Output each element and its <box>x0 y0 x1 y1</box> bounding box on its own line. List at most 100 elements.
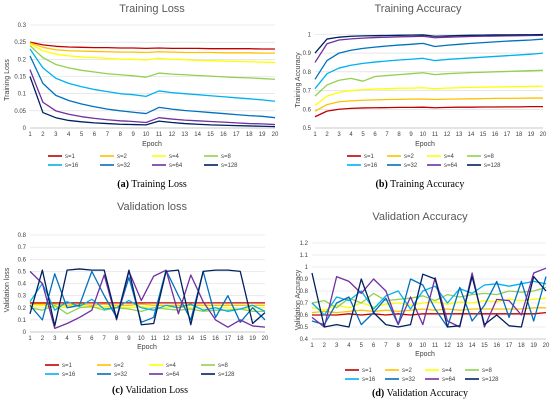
y-tick-label: 0.8 <box>303 70 312 76</box>
y-tick-label: 0.25 <box>14 40 26 46</box>
series-line-s=128 <box>314 33 544 54</box>
series-line-s=32 <box>314 38 544 80</box>
x-tick-label: 14 <box>187 336 194 342</box>
x-tick-label: 19 <box>530 343 537 349</box>
x-tick-label: 5 <box>360 343 364 349</box>
panel-training-accuracy: Training Accuracy Epoch Training Accurac… <box>295 3 547 190</box>
y-tick-label: 1.2 <box>300 241 309 247</box>
legend-label: s=128 <box>482 377 499 383</box>
x-tick-label: 11 <box>432 343 439 349</box>
x-tick-label: 11 <box>432 132 439 138</box>
series-line-s=2 <box>29 42 275 54</box>
y-tick-label: 0.3 <box>18 23 27 29</box>
y-tick-label: 1.1 <box>300 253 309 259</box>
legend-label: s=64 <box>442 377 456 383</box>
series-line-s=2 <box>311 307 546 314</box>
legend-label: s=1 <box>362 368 373 374</box>
x-tick-label: 1 <box>310 343 314 349</box>
series-line-s=32 <box>29 55 276 119</box>
y-tick-label: 0.1 <box>18 318 27 324</box>
y-tick-label: 0.8 <box>18 233 27 239</box>
x-tick-label: 6 <box>373 132 377 138</box>
legend-label: s=1 <box>65 154 76 160</box>
x-axis-title: Epoch <box>137 344 157 351</box>
series-line-s=32 <box>311 276 547 328</box>
legend-label: s=8 <box>482 368 493 374</box>
x-tick-label: 15 <box>481 343 488 349</box>
y-tick-label: 0 <box>23 126 27 132</box>
y-tick-label: 1 <box>308 32 312 38</box>
x-tick-label: 17 <box>504 132 511 138</box>
series-line-s=2 <box>314 97 543 112</box>
y-tick-label: 0.6 <box>18 257 27 263</box>
y-axis-title: Validation loss <box>4 267 11 312</box>
x-tick-label: 15 <box>480 132 487 138</box>
y-tick-label: 0.05 <box>14 109 26 115</box>
y-tick-label: 0.7 <box>303 89 312 95</box>
x-axis-title: Epoch <box>415 141 435 148</box>
y-tick-label: 1 <box>305 265 309 271</box>
y-axis-title: Training Loss <box>4 59 11 101</box>
series-line-s=128 <box>29 76 276 128</box>
y-tick-label: 0.7 <box>18 245 27 251</box>
x-tick-label: 11 <box>151 336 158 342</box>
x-tick-label: 19 <box>259 132 266 138</box>
x-tick-label: 11 <box>156 132 163 138</box>
x-tick-label: 16 <box>492 132 499 138</box>
series-line-s=4 <box>314 85 544 107</box>
x-axis-title: Epoch <box>142 141 162 148</box>
legend-label: s=32 <box>402 377 416 383</box>
x-tick-label: 5 <box>78 336 82 342</box>
legend-label: s=16 <box>65 163 79 169</box>
x-tick-label: 8 <box>397 343 401 349</box>
legend-label: s=1 <box>364 154 375 160</box>
x-tick-label: 1 <box>313 132 317 138</box>
x-tick-label: 15 <box>200 336 207 342</box>
y-tick-label: 0.2 <box>18 57 27 63</box>
series-line-s=1 <box>314 106 543 118</box>
x-tick-label: 20 <box>272 132 279 138</box>
series-line-s=2 <box>30 303 265 306</box>
x-tick-label: 9 <box>409 343 413 349</box>
x-tick-label: 10 <box>419 343 426 349</box>
panel-training-loss: Training Loss Epoch Training Loss (a) Tr… <box>4 3 279 190</box>
x-tick-label: 8 <box>115 336 119 342</box>
y-tick-label: 0.9 <box>300 277 309 283</box>
y-tick-label: 0.3 <box>18 294 27 300</box>
x-tick-label: 4 <box>67 132 71 138</box>
x-tick-label: 8 <box>119 132 123 138</box>
y-tick-label: 0.1 <box>18 92 27 98</box>
x-tick-label: 5 <box>80 132 84 138</box>
caption: (c) Validation Loss <box>112 385 188 396</box>
x-tick-label: 13 <box>181 132 188 138</box>
y-tick-label: 0.4 <box>18 282 27 288</box>
x-tick-label: 7 <box>384 343 388 349</box>
y-tick-label: 0.7 <box>300 301 309 307</box>
y-tick-label: 0.15 <box>14 75 26 81</box>
caption-text: Validation Loss <box>123 385 188 396</box>
x-tick-label: 3 <box>337 132 341 138</box>
x-tick-label: 9 <box>127 336 131 342</box>
legend-label: s=4 <box>166 363 177 369</box>
x-tick-label: 15 <box>207 132 214 138</box>
x-tick-label: 6 <box>372 343 376 349</box>
legend-label: s=128 <box>218 372 235 378</box>
x-tick-label: 4 <box>347 343 351 349</box>
legend-label: s=32 <box>114 372 128 378</box>
legend-label: s=8 <box>484 154 495 160</box>
legend-label: s=16 <box>362 377 376 383</box>
x-tick-label: 8 <box>397 132 401 138</box>
chart-title: Training Accuracy <box>374 3 462 15</box>
legend-label: s=64 <box>166 372 180 378</box>
x-tick-label: 2 <box>325 132 329 138</box>
x-tick-label: 10 <box>420 132 427 138</box>
x-axis-title: Epoch <box>415 351 435 358</box>
x-tick-label: 10 <box>143 132 150 138</box>
caption-label: (a) <box>117 179 129 190</box>
y-axis-title: Validation Accuracy <box>295 269 302 330</box>
x-tick-label: 17 <box>225 336 232 342</box>
caption-text: Validation Accuracy <box>384 388 468 399</box>
x-tick-label: 9 <box>131 132 135 138</box>
y-axis-title: Training Accuracy <box>295 52 302 108</box>
x-tick-label: 3 <box>335 343 339 349</box>
